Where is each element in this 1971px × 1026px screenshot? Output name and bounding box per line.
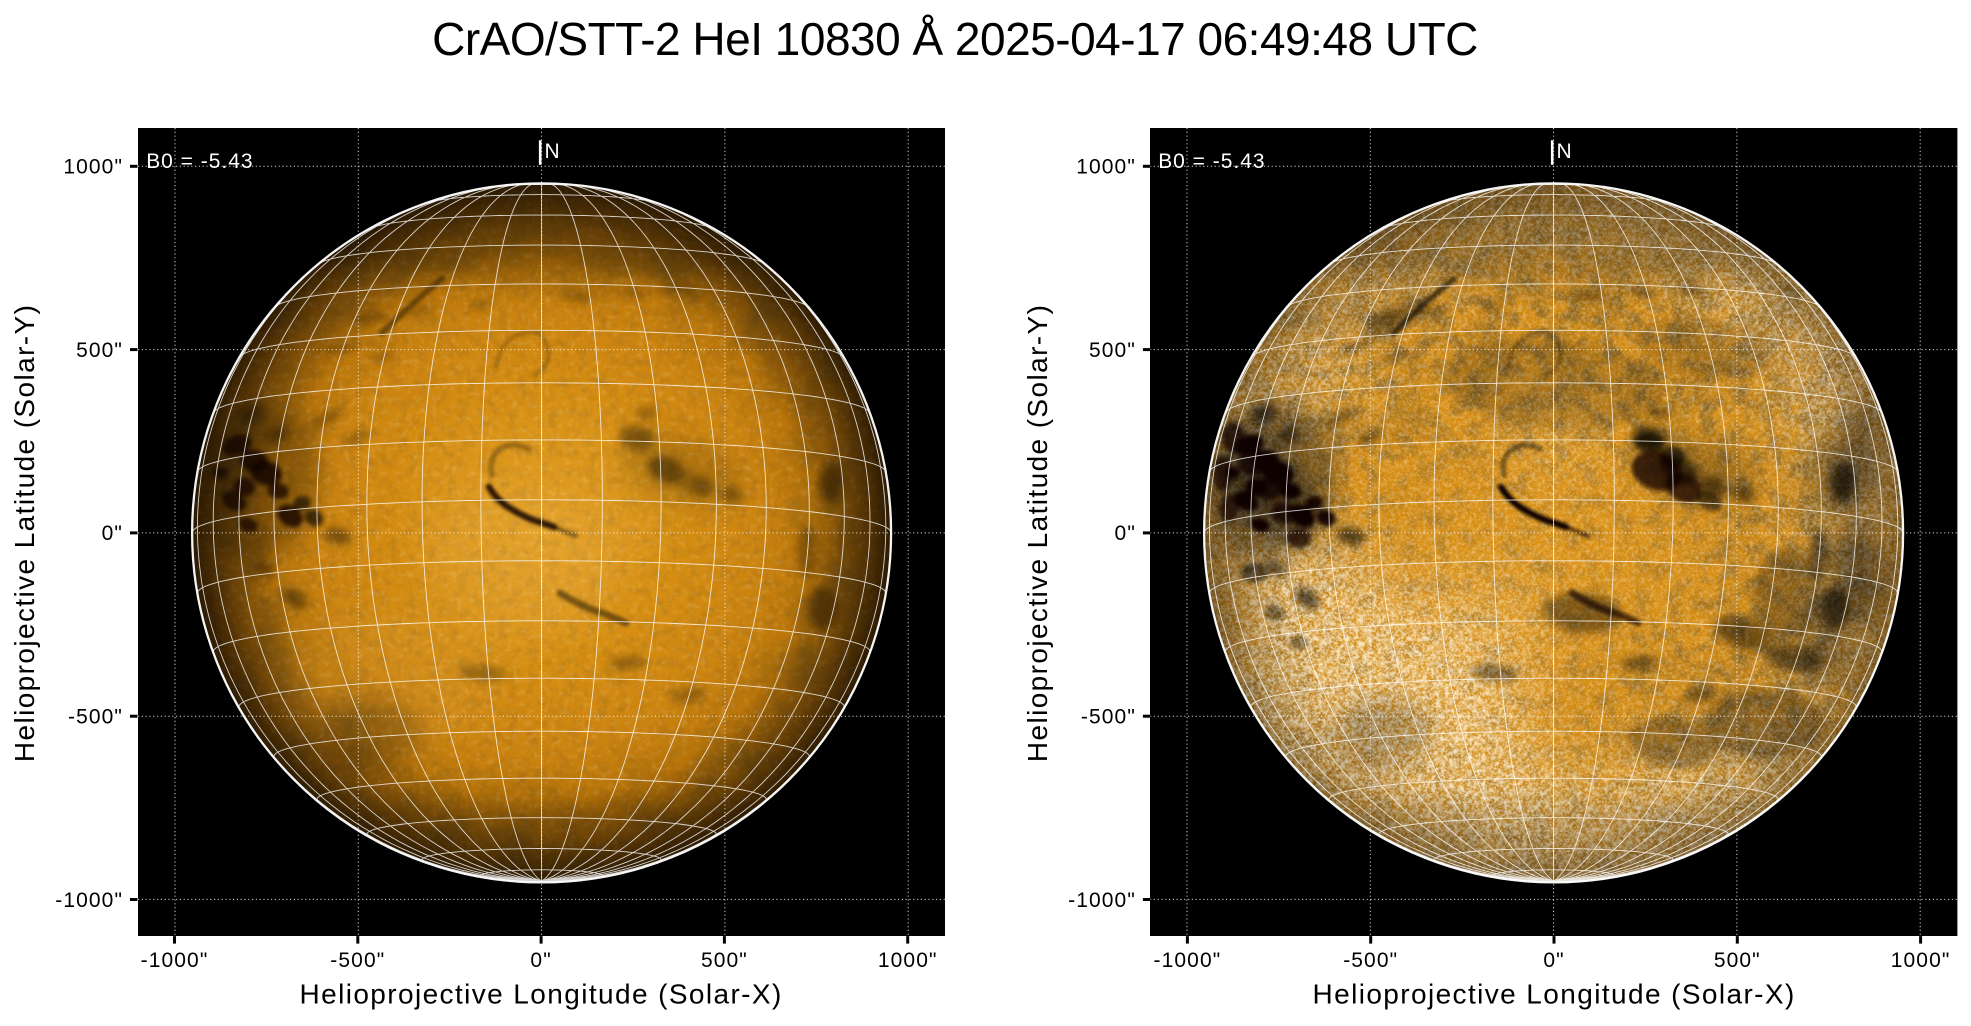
svg-text:1000": 1000" [1891, 949, 1951, 972]
svg-text:Helioprojective Latitude (Sola: Helioprojective Latitude (Solar-Y) [1022, 304, 1053, 762]
svg-text:500": 500" [1089, 339, 1136, 362]
svg-text:1000": 1000" [63, 156, 123, 179]
svg-text:0": 0" [1115, 522, 1136, 545]
svg-text:0": 0" [102, 522, 123, 545]
svg-text:CrAO/STT-2 HeI 10830 Å 2025-04: CrAO/STT-2 HeI 10830 Å 2025-04-17 06:49:… [432, 13, 1478, 65]
svg-text:B0 = -5.43: B0 = -5.43 [1159, 150, 1266, 173]
svg-text:500": 500" [76, 339, 123, 362]
svg-text:500": 500" [701, 949, 748, 972]
svg-text:N: N [544, 140, 559, 163]
svg-text:Helioprojective Longitude (Sol: Helioprojective Longitude (Solar-X) [1312, 979, 1795, 1010]
svg-text:-500": -500" [1081, 706, 1136, 729]
svg-text:-1000": -1000" [141, 949, 209, 972]
svg-text:-1000": -1000" [1154, 949, 1222, 972]
svg-text:500": 500" [1714, 949, 1761, 972]
svg-text:1000": 1000" [878, 949, 938, 972]
svg-text:1000": 1000" [1076, 156, 1136, 179]
svg-text:N: N [1557, 140, 1572, 163]
svg-text:B0 = -5.43: B0 = -5.43 [146, 150, 253, 173]
svg-text:Helioprojective Longitude (Sol: Helioprojective Longitude (Solar-X) [299, 979, 782, 1010]
svg-text:0": 0" [530, 949, 551, 972]
svg-text:-1000": -1000" [55, 889, 123, 912]
svg-text:-1000": -1000" [1068, 889, 1136, 912]
svg-text:Helioprojective Latitude (Sola: Helioprojective Latitude (Solar-Y) [9, 304, 40, 762]
svg-text:0": 0" [1543, 949, 1564, 972]
svg-text:-500": -500" [68, 706, 123, 729]
svg-text:-500": -500" [1343, 949, 1398, 972]
svg-text:-500": -500" [330, 949, 385, 972]
